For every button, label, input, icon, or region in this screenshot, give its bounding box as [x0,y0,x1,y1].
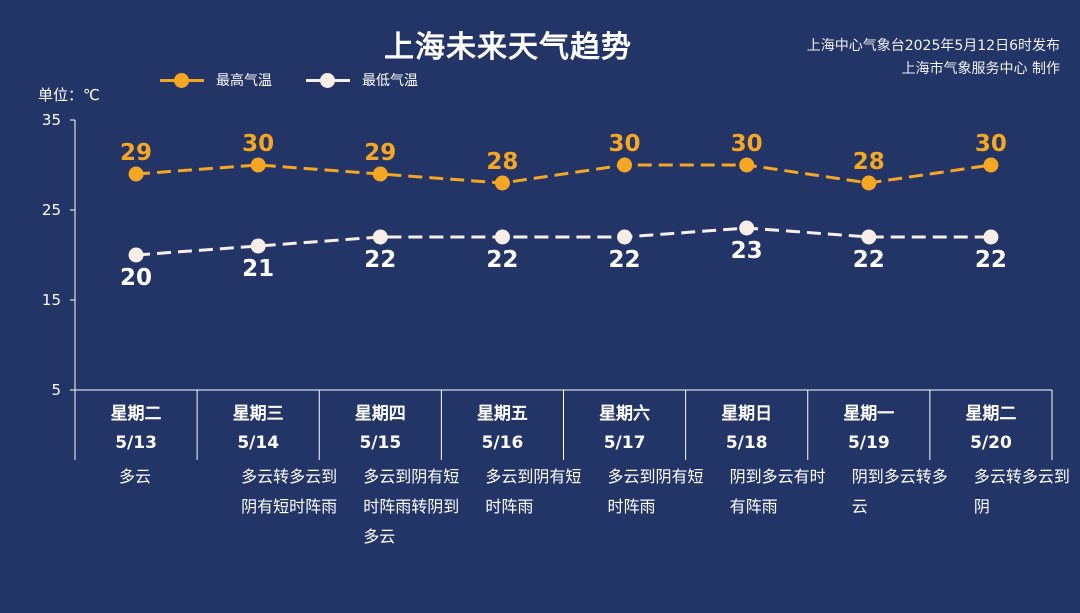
chart-title: 上海未来天气趋势 [384,30,632,65]
date-label: 5/13 [115,433,157,453]
low-temp-label: 23 [731,238,763,264]
high-temp-label: 28 [486,149,518,175]
weather-description: 阴到多云有时有阵雨 [729,467,826,516]
date-label: 5/18 [725,433,768,453]
weekday-label: 星期一 [843,404,895,424]
weekday-label: 星期二 [965,404,1017,424]
low-temp-label: 22 [609,247,641,273]
low-temp-label: 22 [486,247,518,273]
high-temp-point [494,175,510,191]
high-temp-label: 28 [853,149,885,175]
weekday-label: 星期六 [599,404,651,424]
date-label: 5/17 [603,433,646,453]
y-tick-label: 35 [42,111,61,129]
legend-item-high: 最高气温 [160,70,272,90]
low-temp-point [861,229,877,245]
legend-swatch-low [306,70,350,90]
high-temp-label: 30 [975,131,1007,157]
weekday-label: 星期四 [354,404,406,424]
high-temp-line [135,163,992,185]
date-label: 5/14 [237,433,280,453]
low-temp-point [128,247,144,263]
high-temp-point [861,175,877,191]
date-label: 5/16 [481,433,524,453]
y-tick-label: 15 [42,291,61,309]
low-temp-label: 21 [242,256,274,282]
weekday-label: 星期五 [476,404,528,424]
day-header: 星期一 5/19 [808,400,930,458]
weekday-label: 星期二 [110,404,162,424]
date-label: 5/19 [847,433,890,453]
weather-description: 多云转多云到阴 [973,467,1070,516]
legend-item-low: 最低气温 [306,70,418,90]
date-label: 5/15 [359,433,402,453]
legend-label-low: 最低气温 [362,73,418,89]
high-temp-point [617,157,633,173]
day-header: 星期六 5/17 [564,400,686,458]
low-temp-point [617,229,633,245]
legend-swatch-high [160,70,204,90]
high-temp-point [250,157,266,173]
low-temp-point [250,238,266,254]
publisher-line-2: 上海市气象服务中心 制作 [901,61,1060,77]
high-temp-label: 29 [364,140,396,166]
high-temp-point [128,166,144,182]
day-header: 星期二 5/20 [930,400,1052,458]
low-temp-point [739,220,755,236]
low-temp-point [372,229,388,245]
legend-marker-high [174,73,189,88]
legend: 最高气温 最低气温 [160,70,452,90]
legend-label-high: 最高气温 [216,73,272,89]
legend-marker-low [320,73,335,88]
low-temp-label: 22 [364,247,396,273]
weekday-label: 星期日 [721,404,773,424]
weather-description: 多云到阴有短时阵雨转阴到多云 [363,467,460,546]
publisher-info: 上海中心气象台2025年5月12日6时发布 上海市气象服务中心 制作 [807,35,1060,81]
y-tick-label: 5 [51,381,61,399]
high-temp-label: 30 [731,131,763,157]
day-header: 星期五 5/16 [441,400,563,458]
high-temp-label: 30 [242,131,274,157]
low-temp-point [494,229,510,245]
high-temp-label: 30 [609,131,641,157]
weekday-label: 星期三 [232,404,284,424]
day-header: 星期四 5/15 [319,400,441,458]
y-tick-label: 25 [42,201,61,219]
high-temp-point [372,166,388,182]
low-temp-label: 22 [975,247,1007,273]
weather-description: 多云 [119,467,152,486]
publisher-line-1: 上海中心气象台2025年5月12日6时发布 [806,38,1060,54]
weather-description: 多云到阴有短时阵雨 [485,467,582,516]
high-temp-point [983,157,999,173]
low-temp-label: 20 [120,265,152,291]
day-header: 星期二 5/13 [75,400,197,458]
low-temp-point [983,229,999,245]
date-label: 5/20 [970,433,1012,453]
weather-description: 多云到阴有短时阵雨 [607,467,704,516]
day-header: 星期三 5/14 [197,400,319,458]
high-temp-point [739,157,755,173]
high-temp-label: 29 [120,140,152,166]
low-temp-line [135,226,991,257]
weather-description: 多云转多云到阴有短时阵雨 [241,467,338,516]
day-header: 星期日 5/18 [686,400,808,458]
weather-description: 阴到多云转多云 [851,467,948,516]
unit-label: 单位：℃ [38,86,100,104]
low-temp-label: 22 [853,247,885,273]
